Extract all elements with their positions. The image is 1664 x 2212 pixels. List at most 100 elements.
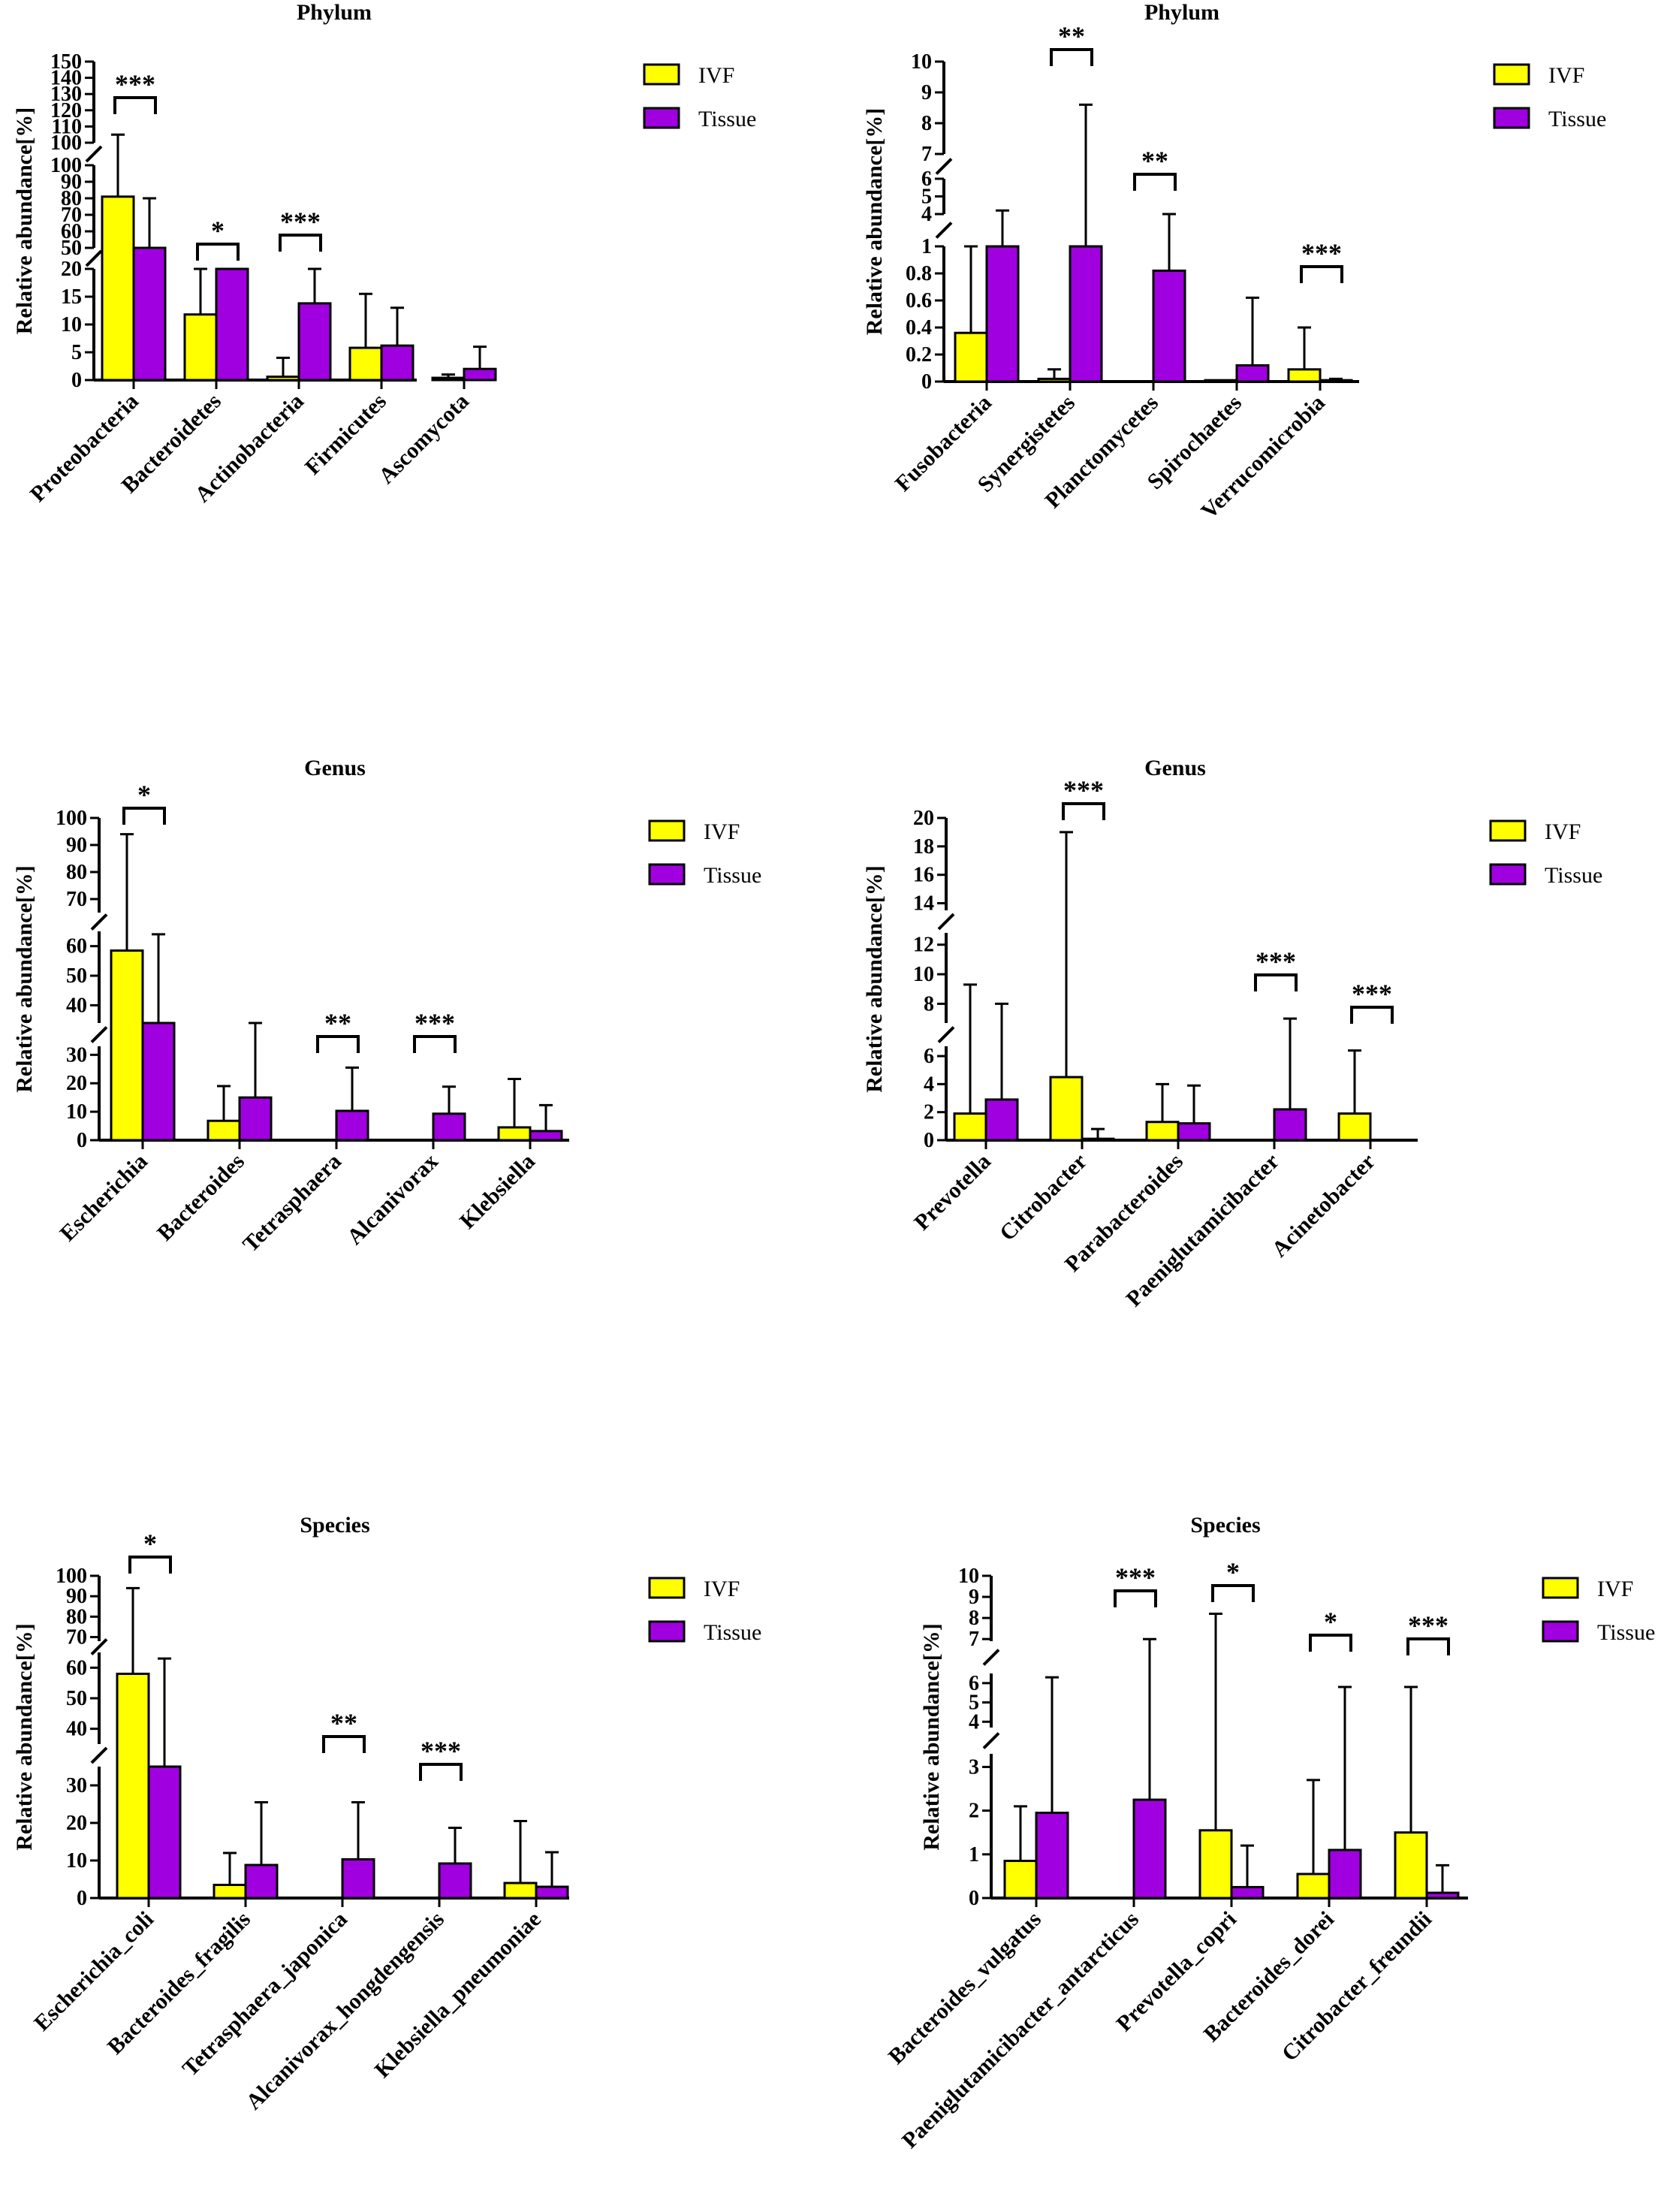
significance-label: *** [1063,775,1104,805]
y-tick-label: 60 [61,220,82,243]
bar-tissue-klebsiella-pneumoniae [535,1885,569,1900]
legend-swatch-ivf [643,63,680,86]
bar-ivf-escherichia [110,949,144,1142]
y-axis-label: Relative abundance[%] [919,1623,944,1851]
significance-label: *** [1301,238,1342,268]
y-tick-label: 14 [913,892,934,916]
legend-label-ivf: IVF [1545,819,1581,844]
category-label-firmicutes: Firmicutes [300,389,391,480]
category-label-klebsiella-pneumoniae: Klebsiella_pneumoniae [370,1907,546,2083]
significance-label: ** [330,1708,357,1738]
significance-label: *** [1256,946,1296,976]
chart-panel-phylum-b: Phylum Relative abundance[%] 0 0.2 0.4 0.6 0.8… [862,0,1606,524]
category-label-tetrasphaera: Tetrasphaera [238,1149,346,1257]
y-tick-label: 50 [66,1687,87,1710]
y-tick-label: 1 [969,1843,979,1866]
y-axis-label: Relative abundance[%] [862,865,887,1093]
bar-tissue-paeniglutamicibacter-antarcticus [1132,1798,1167,1900]
significance-bracket [1114,1589,1157,1607]
y-tick-label: 16 [913,864,934,887]
bar-ivf-citrobacter [1049,1076,1084,1142]
axis-break-mark [937,913,955,931]
legend-label-tissue: Tissue [1545,863,1602,888]
significance-label: ** [324,1008,351,1038]
y-axis-label: Relative abundance[%] [862,108,887,336]
chart-title: Species [300,1513,369,1538]
significance-label: * [1324,1607,1337,1637]
y-tick-label: 100 [56,807,87,830]
y-tick-label: 140 [50,67,82,90]
legend-label-ivf: IVF [1548,63,1584,88]
legend-label-ivf: IVF [1597,1577,1633,1601]
y-tick-label: 70 [66,888,87,911]
category-label-alcanivorax-hongdengensis: Alcanivorax_hongdengensis [241,1907,449,2115]
bar-ivf-prevotella-copri [1198,1829,1233,1900]
significance-bracket [1050,48,1093,66]
bar-ivf-bacteroides [206,1119,241,1142]
bar-tissue-firmicutes [380,344,414,382]
chart-panel-phylum-a: Phylum Relative abundance[%] 0 5 10 15 2050607… [12,0,756,507]
y-tick-label: 9 [921,81,932,104]
y-tick-label: 8 [924,992,934,1015]
y-axis-label: Relative abundance[%] [12,107,37,335]
legend-label-tissue: Tissue [704,1620,761,1645]
bar-tissue-bacteroides [238,1096,273,1142]
bar-tissue-prevotella [984,1098,1019,1142]
y-tick-label: 8 [969,1607,979,1630]
y-tick-label: 5 [921,186,932,209]
legend-swatch-tissue [1493,107,1530,129]
y-tick-label: 12 [913,934,934,957]
bar-ivf-escherichia-coli [116,1672,150,1900]
y-tick-label: 0 [969,1887,979,1910]
y-tick-label: 7 [969,1628,979,1651]
significance-label: *** [115,69,155,99]
category-label-bacteroides: Bacteroides [152,1149,249,1246]
axis-break-mark [85,249,103,267]
y-tick-label: 40 [66,994,87,1017]
significance-bracket [1133,173,1177,191]
significance-label: *** [421,1736,461,1766]
bar-tissue-bacteroides-dorei [1328,1848,1362,1900]
legend-swatch-tissue [648,1620,686,1643]
y-tick-label: 20 [913,807,934,830]
significance-bracket [279,234,322,252]
y-tick-label: 30 [66,1043,87,1067]
significance-bracket [419,1763,463,1781]
bar-ivf-spirochaetes [1204,379,1238,383]
bar-ivf-prevotella [953,1112,987,1142]
y-tick-label: 80 [66,861,87,884]
chart-title: Species [1190,1513,1260,1538]
legend-swatch-ivf [648,1577,686,1599]
bar-tissue-escherichia-coli [147,1765,182,1900]
axis-break-mark [90,1638,108,1655]
chart-title: Genus [304,756,366,780]
y-tick-label: 2 [969,1800,979,1823]
bar-tissue-proteobacteria [132,246,167,382]
significance-label: *** [1408,1610,1448,1640]
bar-tissue-synergistetes [1069,245,1103,383]
y-tick-label: 40 [66,1718,87,1741]
y-tick-label: 100 [50,154,82,177]
bar-tissue-actinobacteria [297,302,332,382]
y-tick-label: 2 [924,1101,934,1124]
bar-ivf-bacteroides-vulgatus [1003,1860,1038,1900]
bar-tissue-citrobacter-freundii [1425,1891,1460,1900]
legend-swatch-tissue [643,107,680,129]
y-tick-label: 80 [66,1605,87,1628]
y-tick-label: 10 [913,963,934,986]
y-tick-label: 15 [61,285,82,309]
y-tick-label: 0 [924,1129,934,1152]
significance-bracket [413,1035,457,1053]
significance-bracket [1309,1634,1352,1652]
bar-ivf-firmicutes [348,346,383,382]
significance-label: * [143,1528,157,1559]
legend-swatch-ivf [1489,819,1527,842]
bar-tissue-planctomycetes [1152,269,1186,383]
legend-swatch-ivf [1542,1577,1579,1599]
bar-ivf-acinetobacter [1337,1112,1372,1142]
y-tick-label: 100 [50,131,82,155]
y-tick-label: 150 [50,50,82,74]
y-tick-label: 70 [66,1626,87,1649]
axis-break-mark [85,145,103,163]
significance-bracket [196,243,240,261]
